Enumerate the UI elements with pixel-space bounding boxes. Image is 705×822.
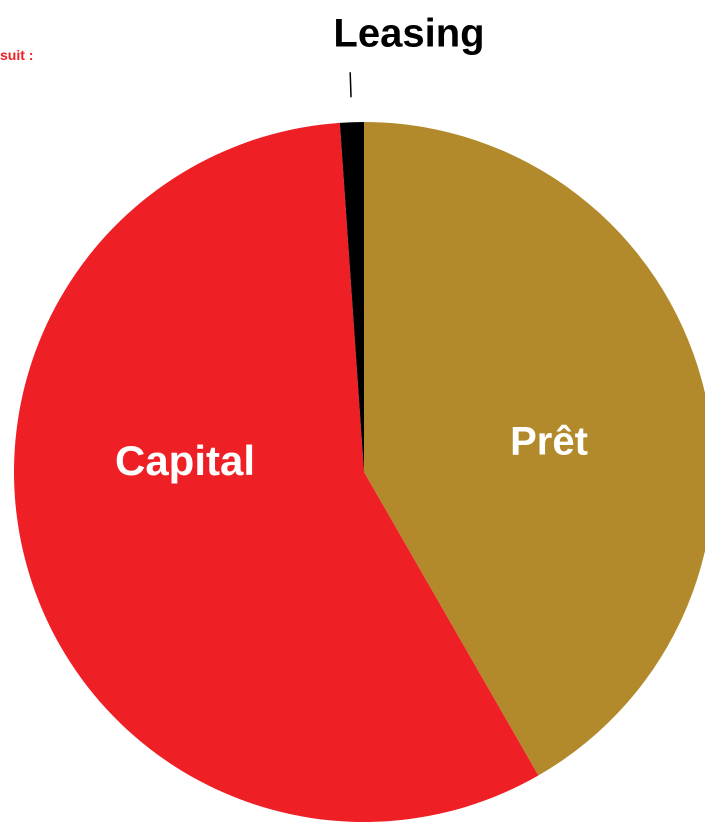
leader-line-leasing (349, 72, 352, 98)
slice-label-pret: Prêt (510, 420, 588, 464)
pie-slice-leasing (339, 122, 364, 472)
intro-text: suit : (0, 47, 34, 63)
slice-label-capital: Capital (115, 437, 255, 484)
pie-labels: Prêt Capital Leasing (115, 12, 588, 485)
slice-label-leasing: Leasing (333, 12, 484, 56)
pie-slices (14, 122, 705, 822)
pie-slice-capital (14, 122, 539, 822)
pie-slice-pret (364, 122, 705, 776)
